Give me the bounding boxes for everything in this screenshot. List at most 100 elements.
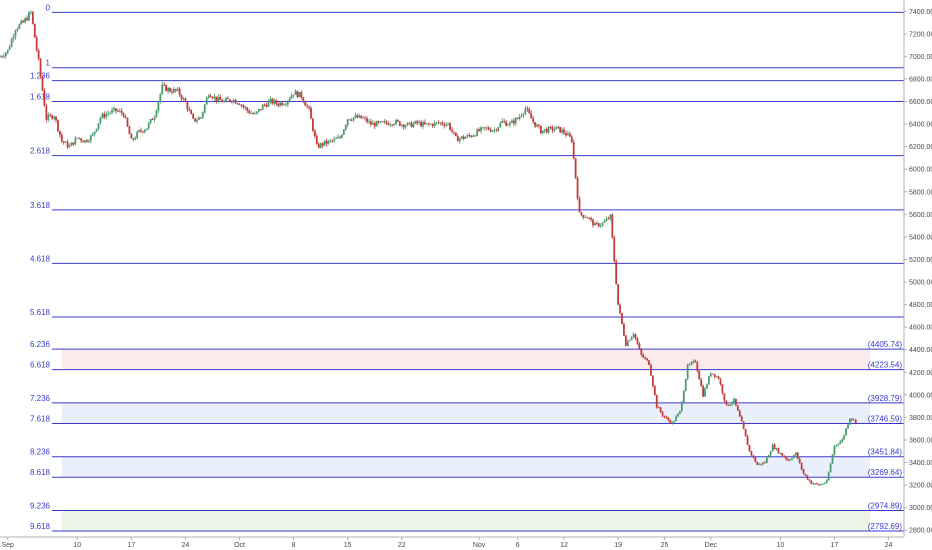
candle-body [174,89,177,91]
candle-body [671,422,674,424]
candle-body [748,445,751,452]
candle-body [636,338,639,344]
y-tick-label: 7200.00 [909,31,932,38]
fib-zone [61,402,871,424]
candle-body [530,113,533,119]
candle-body [240,104,243,106]
y-tick-label: 7400.00 [909,9,932,16]
candle-body [257,109,260,112]
candle-body [145,128,148,131]
candle-body [800,462,803,470]
candle-body [485,127,488,129]
candle-body [143,130,146,133]
fib-ratio-label: 8.236 [30,448,51,457]
candle-body [64,141,67,143]
x-tick-label: 17 [831,542,839,549]
candle-body [694,360,697,363]
candle-body [576,177,579,199]
candle-body [234,99,237,104]
candle-body [499,122,502,128]
candle-body [84,140,86,143]
candle-body [539,125,542,134]
candle-body [178,88,181,96]
candle-body [472,135,475,137]
candle-body [244,106,247,108]
candle-body [661,411,664,416]
y-tick-label: 4200.00 [909,370,932,377]
candle-body [536,124,538,127]
candle-body [93,131,96,135]
candle-body [588,217,591,219]
candle-body [217,96,220,102]
candle-body [493,129,496,131]
candle-body [624,335,627,347]
candle-body [543,129,546,131]
candle-body [549,126,552,128]
candle-body [155,110,158,118]
candle-body [628,340,631,342]
candle-body [738,410,741,417]
candle-body [692,360,695,363]
candle-body [252,113,254,114]
y-tick-label: 3400.00 [909,460,932,467]
candle-body [429,123,432,125]
candle-body [134,138,137,140]
candle-body [167,88,169,92]
candle-body [613,237,616,262]
candle-body [659,407,662,412]
fib-price-label: (2974.89) [868,502,903,511]
candle-body [78,137,81,139]
candle-body [250,113,253,114]
candle-body [230,101,233,103]
candle-body [387,123,390,126]
candle-body [688,364,691,366]
x-axis: Sep 10 17 24 Oct 8 15 22 Nov 6 12 19 25 Dec 10 17 24 [1,537,893,549]
candle-body [518,116,521,119]
candle-body [420,122,422,127]
candle-body [182,98,185,100]
candle-body [578,198,581,213]
candle-body [16,28,19,31]
candle-body [308,106,310,108]
candle-body [348,119,351,121]
candle-body [650,364,652,376]
candle-body [447,123,450,125]
fib-zone [61,510,871,532]
candle-body [841,439,844,442]
candle-body [261,104,264,110]
candle-body [369,121,372,125]
x-tick-label: 15 [344,542,352,549]
candle-body [30,11,32,13]
candle-body [771,444,774,452]
candle-body [186,102,189,110]
candle-body [163,84,166,86]
candle-body [599,225,602,227]
candle-body [66,141,69,148]
candle-body [232,99,235,102]
candle-body [296,91,299,98]
candle-body [24,18,27,23]
candle-body [151,118,154,120]
candle-body [435,122,438,124]
candle-body [595,223,598,225]
candle-body [474,135,477,137]
y-tick-label: 3000.00 [909,505,932,512]
candle-body [677,413,679,417]
candle-body [176,88,179,91]
x-tick-label: 8 [292,542,296,549]
candle-body [852,419,855,421]
y-tick-label: 4800.00 [909,302,932,309]
candle-body [331,140,334,142]
fib-ratio-label: 6.236 [30,340,51,349]
candle-body [180,95,183,100]
candle-body [0,56,1,58]
candle-body [617,284,620,305]
candle-body [379,121,382,123]
candle-body [725,400,728,405]
candle-body [425,123,428,125]
candle-body [360,115,363,119]
candle-body [8,46,11,50]
candle-body [491,130,494,132]
candle-body [742,421,745,429]
candle-body [319,143,322,148]
